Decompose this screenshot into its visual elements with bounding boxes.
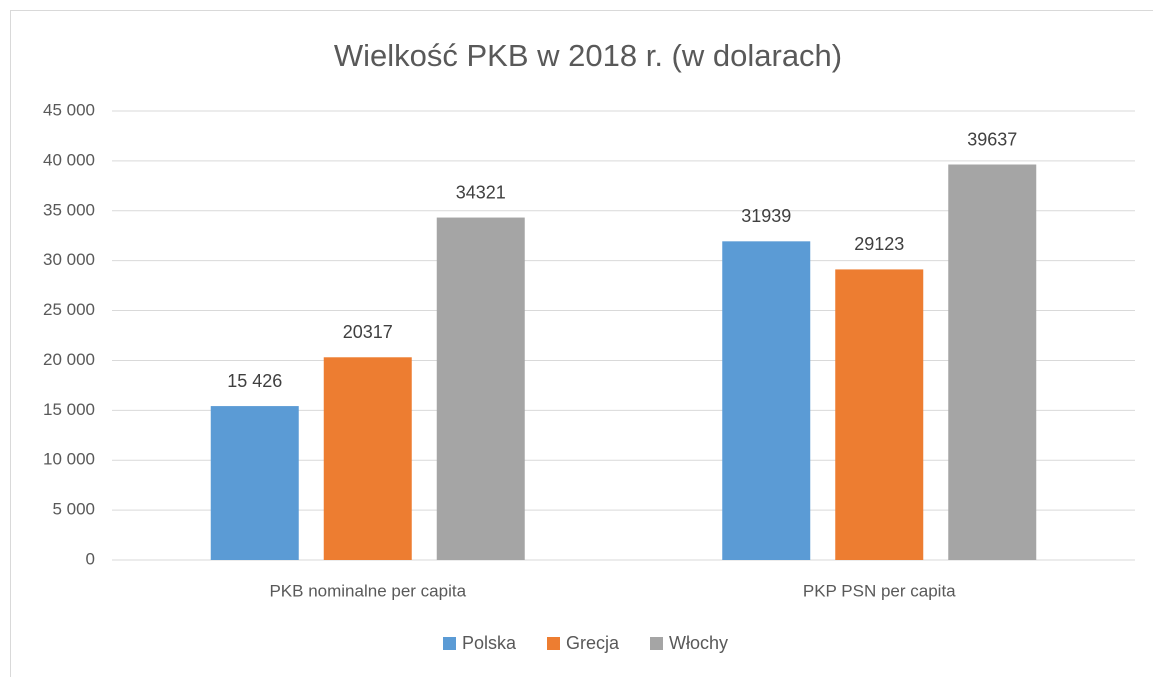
legend-label: Polska — [462, 633, 517, 653]
data-label: 15 426 — [227, 371, 282, 391]
bar — [323, 357, 412, 560]
legend-swatch — [443, 637, 456, 650]
y-tick-label: 0 — [86, 549, 95, 568]
data-label: 31939 — [741, 206, 791, 226]
bar — [722, 241, 811, 560]
x-tick-label: PKB nominalne per capita — [269, 581, 466, 600]
y-tick-label: 30 000 — [43, 250, 95, 269]
x-tick-label: PKP PSN per capita — [803, 581, 956, 600]
bar — [948, 164, 1037, 561]
legend-swatch — [547, 637, 560, 650]
data-label: 20317 — [343, 322, 393, 342]
data-label: 39637 — [967, 129, 1017, 149]
bar — [436, 217, 525, 561]
y-tick-label: 5 000 — [52, 500, 95, 519]
data-label: 29123 — [854, 234, 904, 254]
data-label: 34321 — [456, 182, 506, 202]
y-tick-label: 40 000 — [43, 150, 95, 169]
y-tick-label: 20 000 — [43, 350, 95, 369]
y-tick-label: 10 000 — [43, 450, 95, 469]
chart-title: Wielkość PKB w 2018 r. (w dolarach) — [334, 38, 842, 73]
legend-label: Grecja — [566, 633, 620, 653]
y-tick-label: 15 000 — [43, 400, 95, 419]
bar — [835, 269, 924, 560]
y-tick-label: 25 000 — [43, 300, 95, 319]
bar — [210, 406, 299, 560]
y-tick-label: 45 000 — [43, 100, 95, 119]
y-tick-label: 35 000 — [43, 200, 95, 219]
legend-label: Włochy — [669, 633, 728, 653]
legend-swatch — [650, 637, 663, 650]
